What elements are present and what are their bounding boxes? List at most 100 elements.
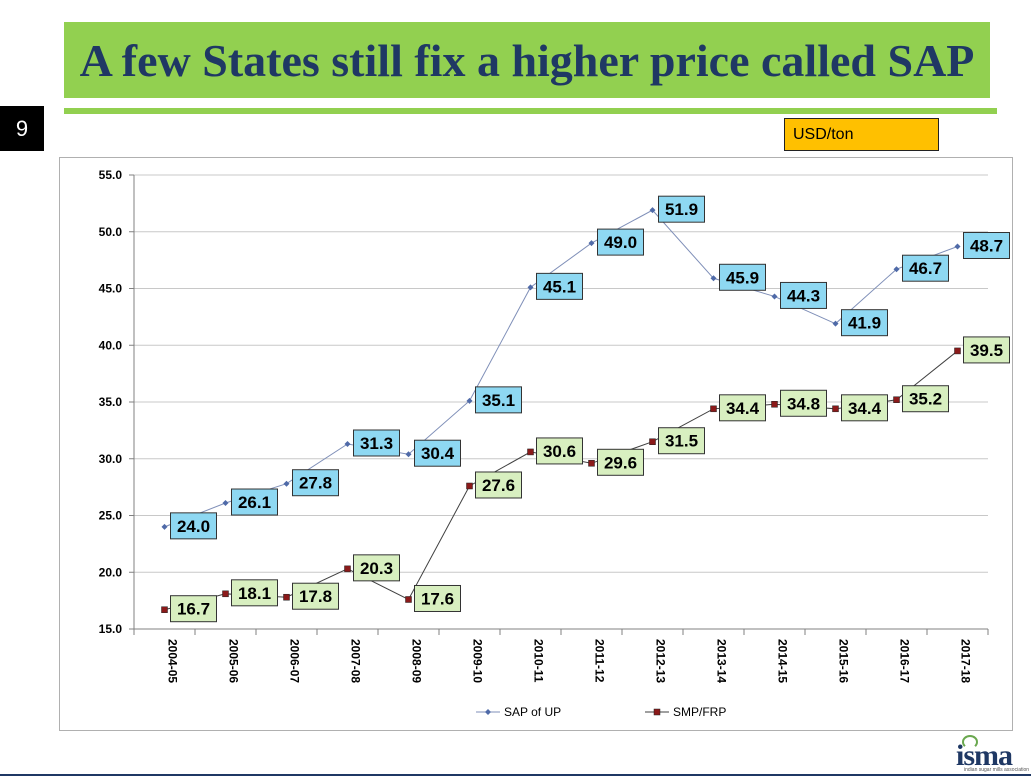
x-tick-label: 2015-16 [837, 639, 851, 683]
x-tick-label: 2005-06 [227, 639, 241, 683]
sap-data-label: 45.1 [543, 277, 576, 296]
sap-point [893, 266, 900, 273]
sap-data-label-box [170, 512, 217, 540]
y-tick-label: 15.0 [99, 622, 123, 636]
x-tick-label: 2004-05 [166, 639, 180, 683]
smp-data-label-box [231, 579, 278, 607]
smp-data-label: 34.4 [726, 399, 760, 418]
x-tick-label: 2007-08 [349, 639, 363, 683]
sap-data-label-box [475, 386, 522, 414]
smp-data-label-box [353, 554, 400, 582]
smp-series-line [164, 350, 958, 611]
smp-legend-label: SMP/FRP [673, 705, 726, 719]
sap-data-label: 46.7 [909, 259, 942, 278]
sap-point [832, 320, 839, 327]
smp-data-label: 39.5 [970, 341, 1003, 360]
x-tick-label: 2013-14 [715, 639, 729, 683]
sap-data-label-box [841, 309, 888, 337]
smp-data-label-box [170, 595, 217, 623]
smp-point [649, 438, 656, 445]
x-tick-label: 2009-10 [471, 639, 485, 683]
x-tick-label: 2006-07 [288, 639, 302, 683]
y-tick-label: 35.0 [99, 395, 123, 409]
sap-data-label-box [902, 254, 949, 282]
y-tick-label: 25.0 [99, 509, 123, 523]
smp-point [954, 347, 961, 355]
sap-data-label: 51.9 [665, 200, 698, 219]
sap-data-label: 49.0 [604, 233, 637, 252]
sap-data-label: 27.8 [299, 474, 332, 493]
sap-data-label-box [597, 228, 644, 256]
smp-data-label: 34.4 [848, 399, 882, 418]
x-tick-label: 2016-17 [898, 639, 912, 683]
x-tick-label: 2012-13 [654, 639, 668, 683]
x-tick-label: 2008-09 [410, 639, 424, 683]
logo-text: isma [956, 739, 1013, 772]
y-tick-label: 50.0 [99, 225, 123, 239]
smp-data-label-box [719, 394, 766, 422]
smp-point [771, 401, 778, 408]
smp-data-label-box [963, 336, 1010, 364]
sap-data-label: 48.7 [970, 237, 1003, 256]
sap-point [954, 243, 961, 250]
sap-data-label-box [658, 195, 705, 223]
smp-data-label-box [475, 471, 522, 499]
chart-frame [59, 157, 1013, 731]
smp-legend-marker [653, 708, 661, 716]
smp-data-label-box [780, 389, 827, 417]
smp-data-label-box [902, 385, 949, 413]
sap-data-label-box [536, 272, 583, 300]
sap-legend-marker [485, 709, 491, 715]
smp-point [161, 606, 168, 613]
smp-data-label-box [597, 448, 644, 476]
isma-logo: isma indian sugar mills association [950, 735, 1030, 775]
x-tick-label: 2014-15 [776, 639, 790, 683]
sap-point [405, 451, 412, 458]
smp-point [588, 460, 595, 467]
y-tick-label: 45.0 [99, 282, 123, 296]
sap-data-label: 45.9 [726, 268, 759, 287]
smp-data-label: 29.6 [604, 453, 637, 472]
sap-point [771, 293, 778, 300]
y-tick-label: 30.0 [99, 452, 123, 466]
x-tick-label: 2010-11 [532, 639, 546, 683]
sap-series-line [164, 209, 958, 528]
smp-data-label: 17.6 [421, 589, 454, 608]
y-tick-label: 20.0 [99, 565, 123, 579]
smp-data-label: 20.3 [360, 559, 393, 578]
sap-point [649, 207, 656, 214]
smp-data-label-box [292, 582, 339, 610]
smp-data-label: 34.8 [787, 394, 820, 413]
sap-point [710, 275, 717, 282]
page-title: A few States still fix a higher price ca… [79, 34, 975, 86]
smp-point [710, 405, 717, 413]
title-banner: A few States still fix a higher price ca… [64, 22, 990, 98]
smp-point [283, 593, 290, 601]
logo-swirl-icon [962, 735, 978, 749]
sap-data-label-box [231, 488, 278, 516]
smp-data-label: 31.5 [665, 432, 698, 451]
smp-data-label-box [841, 394, 888, 422]
sap-point [588, 240, 595, 247]
smp-point [405, 596, 412, 603]
smp-data-label-box [658, 427, 705, 455]
smp-point [832, 405, 839, 413]
smp-data-label-box [536, 437, 583, 465]
sap-data-label-box [963, 232, 1010, 260]
logo-subtitle: indian sugar mills association [964, 767, 1030, 773]
y-tick-label: 55.0 [99, 168, 123, 182]
footer-line [0, 774, 1031, 776]
sap-point [344, 440, 351, 447]
slide-number: 9 [0, 106, 44, 151]
smp-point [893, 396, 900, 403]
sap-data-label: 44.3 [787, 286, 820, 305]
sap-point [222, 500, 229, 507]
sap-point [161, 523, 168, 530]
smp-point [344, 565, 351, 573]
sap-data-label-box [414, 439, 461, 467]
sap-legend-label: SAP of UP [504, 705, 561, 719]
smp-data-label-box [414, 584, 461, 612]
sap-data-label-box [353, 429, 400, 457]
y-tick-label: 40.0 [99, 338, 123, 352]
